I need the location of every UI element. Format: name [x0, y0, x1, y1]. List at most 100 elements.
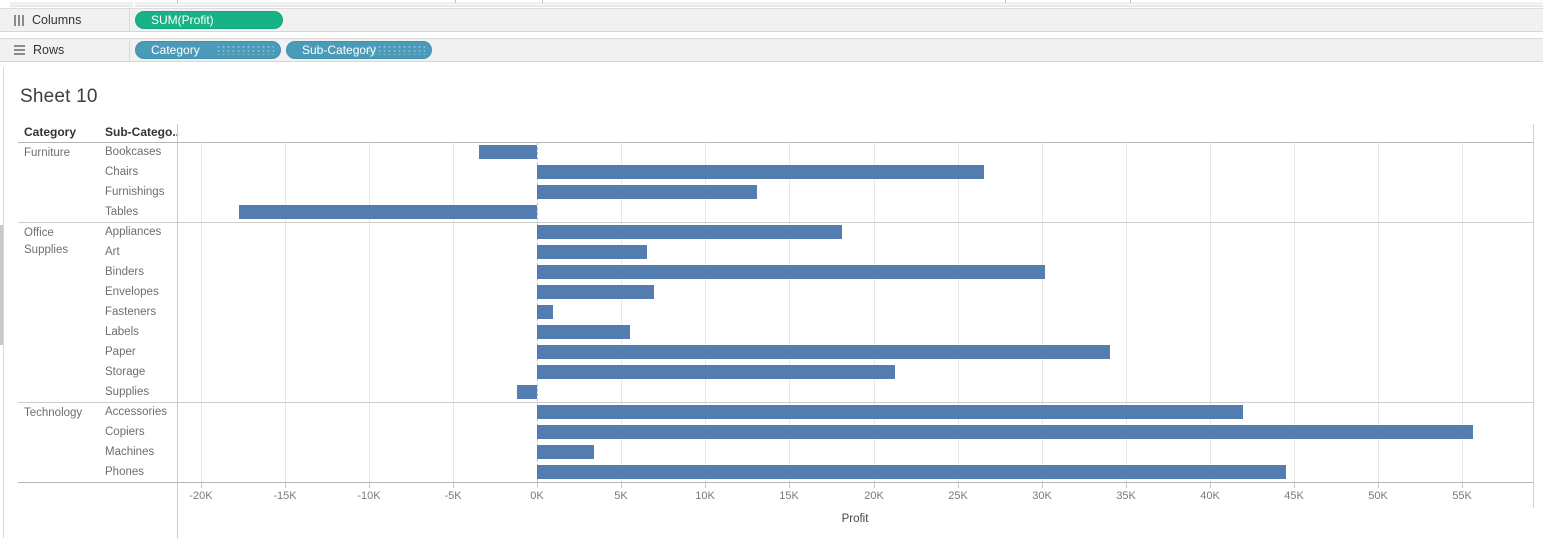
row-label-art[interactable]: Art	[105, 246, 120, 258]
axis-tick-20K	[874, 483, 875, 488]
plot-right-border	[1533, 124, 1534, 508]
axis-tick-label-25K: 25K	[948, 490, 968, 502]
subcategory-column-header[interactable]: Sub-Catego..	[105, 125, 179, 139]
gridline-40K	[1210, 142, 1211, 482]
gridline--20K	[201, 142, 202, 482]
axis-tick-label--20K: -20K	[189, 490, 213, 502]
pill-category[interactable]: Category	[135, 41, 281, 59]
sheet-left-border	[3, 67, 4, 538]
axis-tick-label-5K: 5K	[614, 490, 628, 502]
row-label-bookcases[interactable]: Bookcases	[105, 146, 162, 158]
gridline-50K	[1378, 142, 1379, 482]
band-separator-office-supplies	[18, 402, 1533, 403]
rows-list-icon	[14, 45, 25, 55]
bar-appliances[interactable]	[537, 225, 842, 239]
row-label-furnishings[interactable]: Furnishings	[105, 186, 165, 198]
row-label-supplies[interactable]: Supplies	[105, 386, 150, 398]
axis-tick-label-40K: 40K	[1200, 490, 1220, 502]
axis-tick-label-0K: 0K	[530, 490, 544, 502]
bar-phones[interactable]	[537, 465, 1286, 479]
bar-labels[interactable]	[537, 325, 630, 339]
axis-tick-55K	[1462, 483, 1463, 488]
left-scrollbar-thumb[interactable]	[0, 225, 3, 345]
category-label-technology[interactable]: Technology	[24, 407, 83, 419]
pill-sub-category[interactable]: Sub-Category	[286, 41, 432, 59]
bar-paper[interactable]	[537, 345, 1110, 359]
rows-pill-zone: Category Sub-Category	[135, 41, 432, 59]
columns-pill-zone: SUM(Profit)	[135, 11, 283, 29]
columns-shelf[interactable]: Columns SUM(Profit)	[0, 8, 1543, 32]
columns-shelf-label: Columns	[32, 13, 82, 27]
axis-tick-30K	[1042, 483, 1043, 488]
axis-tick-label-35K: 35K	[1116, 490, 1136, 502]
rows-shelf[interactable]: Rows Category Sub-Category	[0, 38, 1543, 62]
band-separator-furniture	[18, 222, 1533, 223]
bar-tables[interactable]	[239, 205, 537, 219]
row-label-fasteners[interactable]: Fasteners	[105, 306, 157, 318]
pill-sum-profit[interactable]: SUM(Profit)	[135, 11, 283, 29]
bar-envelopes[interactable]	[537, 285, 654, 299]
row-label-tables[interactable]: Tables	[105, 206, 139, 218]
gridline-15K	[789, 142, 790, 482]
axis-tick--10K	[369, 483, 370, 488]
axis-tick-label-10K: 10K	[695, 490, 715, 502]
bar-supplies[interactable]	[517, 385, 537, 399]
bar-machines[interactable]	[537, 445, 594, 459]
top-strip-band	[10, 2, 1543, 7]
axis-tick-25K	[958, 483, 959, 488]
bar-accessories[interactable]	[537, 405, 1243, 419]
bar-storage[interactable]	[537, 365, 895, 379]
bar-furnishings[interactable]	[537, 185, 757, 199]
bar-bookcases[interactable]	[479, 145, 537, 159]
gridline-30K	[1042, 142, 1043, 482]
axis-tick-10K	[705, 483, 706, 488]
axis-tick-45K	[1294, 483, 1295, 488]
row-label-chairs[interactable]: Chairs	[105, 166, 139, 178]
bar-chairs[interactable]	[537, 165, 984, 179]
row-label-paper[interactable]: Paper	[105, 346, 136, 358]
axis-tick-label--15K: -15K	[273, 490, 297, 502]
bar-binders[interactable]	[537, 265, 1045, 279]
axis-tick-5K	[621, 483, 622, 488]
axis-tick-40K	[1210, 483, 1211, 488]
top-strip-tick	[455, 0, 456, 3]
row-label-accessories[interactable]: Accessories	[105, 406, 167, 418]
bar-fasteners[interactable]	[537, 305, 553, 319]
bar-art[interactable]	[537, 245, 647, 259]
axis-tick--20K	[201, 483, 202, 488]
gridline-25K	[958, 142, 959, 482]
category-column-header[interactable]: Category	[24, 125, 77, 139]
axis-tick--15K	[285, 483, 286, 488]
top-strip	[0, 0, 1543, 7]
row-label-appliances[interactable]: Appliances	[105, 226, 162, 238]
axis-tick-label-45K: 45K	[1284, 490, 1304, 502]
row-label-envelopes[interactable]: Envelopes	[105, 286, 159, 298]
band-separator-technology	[18, 482, 1533, 483]
category-label-furniture[interactable]: Furniture	[24, 147, 71, 159]
top-strip-tick	[542, 0, 543, 3]
axis-tick-label--10K: -10K	[357, 490, 381, 502]
x-axis-title: Profit	[841, 513, 869, 525]
row-label-machines[interactable]: Machines	[105, 446, 155, 458]
gridline-35K	[1126, 142, 1127, 482]
axis-tick--5K	[453, 483, 454, 488]
gridline-45K	[1294, 142, 1295, 482]
axis-tick-label-15K: 15K	[779, 490, 799, 502]
gridline--15K	[285, 142, 286, 482]
row-label-labels[interactable]: Labels	[105, 326, 139, 338]
row-label-copiers[interactable]: Copiers	[105, 426, 145, 438]
axis-tick-35K	[1126, 483, 1127, 488]
row-label-binders[interactable]: Binders	[105, 266, 144, 278]
sheet-title[interactable]: Sheet 10	[20, 86, 98, 107]
row-label-phones[interactable]: Phones	[105, 466, 145, 478]
axis-tick-50K	[1378, 483, 1379, 488]
gridline--5K	[453, 142, 454, 482]
gridline-5K	[621, 142, 622, 482]
bar-copiers[interactable]	[537, 425, 1473, 439]
gridline-20K	[874, 142, 875, 482]
row-label-storage[interactable]: Storage	[105, 366, 146, 378]
top-strip-tick	[1130, 0, 1131, 3]
category-label-office-supplies[interactable]: Office Supplies	[24, 227, 69, 256]
top-strip-divider	[133, 2, 135, 7]
